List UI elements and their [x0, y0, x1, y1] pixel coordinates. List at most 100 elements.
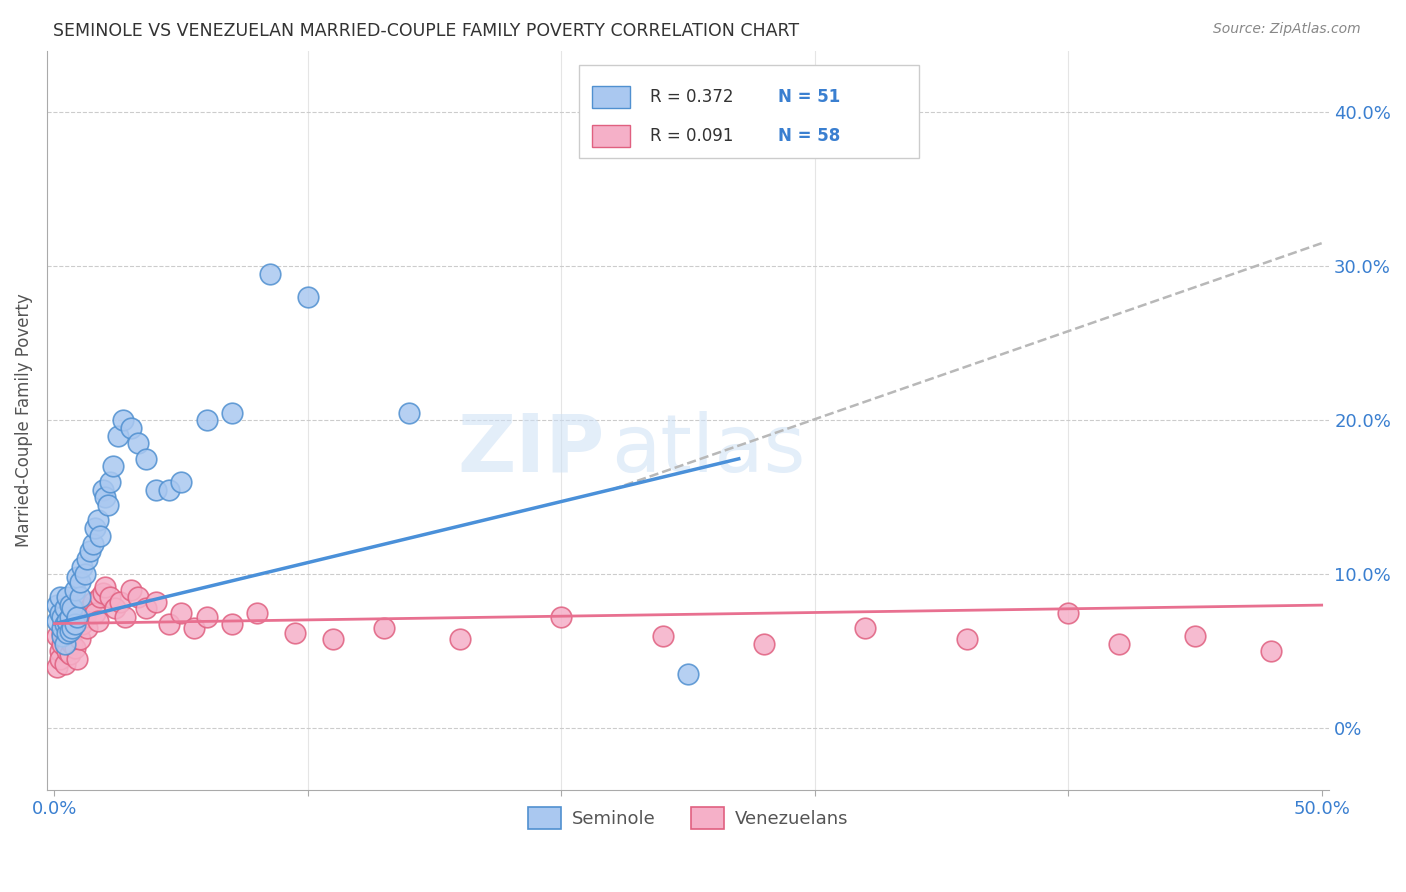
Point [53, 657, 76, 671]
Point [79, 601, 101, 615]
Point [73, 610, 96, 624]
Point [111, 413, 134, 427]
Point [373, 621, 395, 635]
Point [56, 644, 79, 658]
Point [59, 624, 82, 639]
Point [101, 459, 124, 474]
Point [86, 513, 108, 527]
Point [53, 632, 76, 646]
Point [127, 436, 149, 450]
Point [120, 421, 142, 435]
Point [98, 591, 121, 605]
Point [550, 610, 572, 624]
Point [170, 475, 193, 489]
Point [114, 610, 136, 624]
Point [63, 606, 86, 620]
Point [63, 641, 86, 656]
Point [56, 614, 79, 628]
Point [676, 667, 699, 681]
Point [398, 406, 420, 420]
Text: R = 0.372: R = 0.372 [650, 88, 733, 106]
Point [752, 637, 775, 651]
Point [89, 591, 111, 605]
Point [297, 290, 319, 304]
Point [59, 598, 82, 612]
Point [98, 475, 121, 489]
Point [66, 652, 89, 666]
Point [53, 616, 76, 631]
Point [69, 598, 91, 612]
Point [51, 610, 73, 624]
Point [86, 614, 108, 628]
Point [104, 601, 127, 615]
Point [48, 644, 70, 658]
Point [51, 629, 73, 643]
Point [56, 610, 79, 624]
Point [127, 591, 149, 605]
FancyBboxPatch shape [592, 87, 630, 108]
Point [94, 491, 117, 505]
Point [69, 591, 91, 605]
Point [46, 629, 69, 643]
Point [322, 632, 344, 646]
Point [69, 574, 91, 589]
Point [449, 632, 471, 646]
Text: atlas: atlas [612, 411, 806, 489]
Point [195, 413, 218, 427]
Point [82, 595, 104, 609]
Point [60, 601, 83, 615]
Point [66, 610, 89, 624]
Text: N = 58: N = 58 [778, 127, 841, 145]
Point [60, 616, 83, 631]
Point [84, 606, 107, 620]
Point [1108, 637, 1130, 651]
Point [46, 614, 69, 628]
Point [135, 451, 157, 466]
Point [72, 616, 94, 631]
Point [59, 610, 82, 624]
Y-axis label: Married-Couple Family Poverty: Married-Couple Family Poverty [15, 293, 32, 547]
Point [48, 606, 70, 620]
Point [51, 621, 73, 635]
Point [91, 483, 114, 497]
Point [82, 536, 104, 550]
Point [145, 595, 167, 609]
Point [56, 625, 79, 640]
Point [651, 629, 673, 643]
Text: N = 51: N = 51 [778, 88, 841, 106]
Point [956, 632, 979, 646]
Point [66, 570, 89, 584]
Point [855, 621, 877, 635]
Point [53, 601, 76, 615]
Point [284, 625, 307, 640]
Point [91, 586, 114, 600]
Point [145, 483, 167, 497]
Point [120, 582, 142, 597]
FancyBboxPatch shape [579, 65, 920, 158]
Point [195, 610, 218, 624]
Point [72, 559, 94, 574]
Point [46, 598, 69, 612]
Point [73, 567, 96, 582]
Point [59, 629, 82, 643]
Legend: Seminole, Venezuelans: Seminole, Venezuelans [520, 800, 855, 837]
Point [48, 652, 70, 666]
Text: Source: ZipAtlas.com: Source: ZipAtlas.com [1213, 22, 1361, 37]
Point [221, 616, 243, 631]
Point [56, 591, 79, 605]
Text: SEMINOLE VS VENEZUELAN MARRIED-COUPLE FAMILY POVERTY CORRELATION CHART: SEMINOLE VS VENEZUELAN MARRIED-COUPLE FA… [53, 22, 800, 40]
Point [56, 621, 79, 635]
Point [1184, 629, 1206, 643]
Point [53, 637, 76, 651]
Point [63, 582, 86, 597]
Point [183, 621, 205, 635]
Point [63, 616, 86, 631]
Point [69, 632, 91, 646]
Point [89, 529, 111, 543]
Point [79, 544, 101, 558]
Point [135, 601, 157, 615]
Point [157, 616, 180, 631]
Point [48, 591, 70, 605]
Point [76, 552, 98, 566]
FancyBboxPatch shape [592, 125, 630, 147]
